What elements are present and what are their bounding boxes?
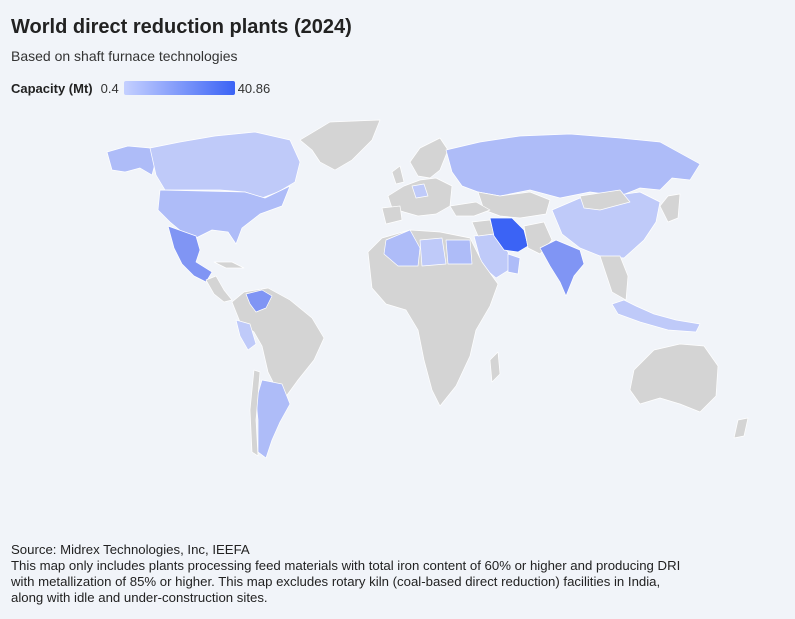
country-brazil-region[interactable] [231, 287, 325, 403]
country-new-zealand[interactable] [733, 417, 749, 439]
legend-min-value: 0.4 [100, 80, 119, 96]
country-southeast-asia[interactable] [599, 255, 629, 301]
country-canada[interactable] [149, 131, 301, 199]
country-oman-uae[interactable] [507, 253, 521, 275]
country-australia[interactable] [629, 343, 719, 413]
country-libya[interactable] [419, 237, 447, 267]
footer-notes: Source: Midrex Technologies, Inc, IEEFA … [11, 542, 786, 606]
footnote-line: with metallization of 85% or higher. Thi… [11, 574, 661, 589]
page-title: World direct reduction plants (2024) [11, 16, 352, 38]
country-argentina[interactable] [255, 379, 291, 459]
source-note: Source: Midrex Technologies, Inc, IEEFA [11, 542, 250, 557]
country-cuba[interactable] [213, 261, 245, 269]
country-korea-japan[interactable] [659, 193, 681, 223]
country-madagascar[interactable] [489, 351, 501, 383]
country-iberia[interactable] [381, 205, 403, 225]
country-egypt[interactable] [445, 239, 473, 265]
country-iran[interactable] [489, 217, 529, 253]
country-kazakhstan[interactable] [477, 191, 551, 219]
country-india[interactable] [539, 239, 585, 297]
country-usa[interactable] [157, 185, 291, 245]
country-peru[interactable] [235, 319, 257, 351]
country-greenland[interactable] [299, 119, 381, 171]
country-malaysia-indonesia[interactable] [611, 299, 701, 333]
country-algeria[interactable] [383, 229, 421, 267]
country-usa-alaska[interactable] [106, 145, 157, 176]
country-venezuela[interactable] [245, 289, 273, 313]
capacity-legend: Capacity (Mt) 0.4 40.86 [11, 80, 270, 96]
country-uk[interactable] [391, 165, 405, 185]
world-map [106, 119, 749, 459]
legend-label: Capacity (Mt) [11, 80, 93, 96]
country-germany[interactable] [411, 183, 429, 199]
country-mexico[interactable] [167, 225, 213, 283]
country-chile[interactable] [249, 369, 261, 457]
legend-color-ramp [123, 81, 235, 95]
country-nordics[interactable] [409, 137, 449, 179]
country-turkey[interactable] [449, 201, 491, 217]
footnote-line: along with idle and under-construction s… [11, 590, 268, 605]
country-africa[interactable] [367, 229, 499, 407]
country-russia[interactable] [445, 133, 701, 199]
country-mongolia[interactable] [579, 189, 631, 211]
footnote-line: This map only includes plants processing… [11, 558, 681, 573]
page-subtitle: Based on shaft furnace technologies [11, 48, 238, 64]
country-central-america[interactable] [205, 275, 233, 303]
legend-max-value: 40.86 [237, 80, 271, 96]
